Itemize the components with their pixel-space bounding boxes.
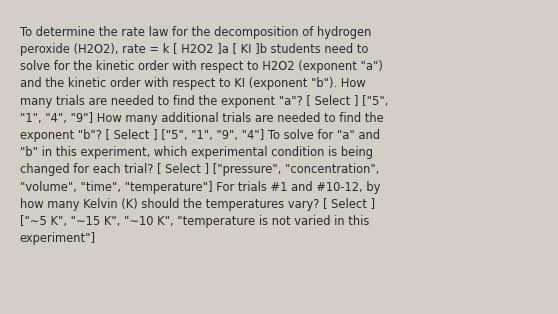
Text: To determine the rate law for the decomposition of hydrogen
peroxide (H2O2), rat: To determine the rate law for the decomp… [20,26,388,245]
